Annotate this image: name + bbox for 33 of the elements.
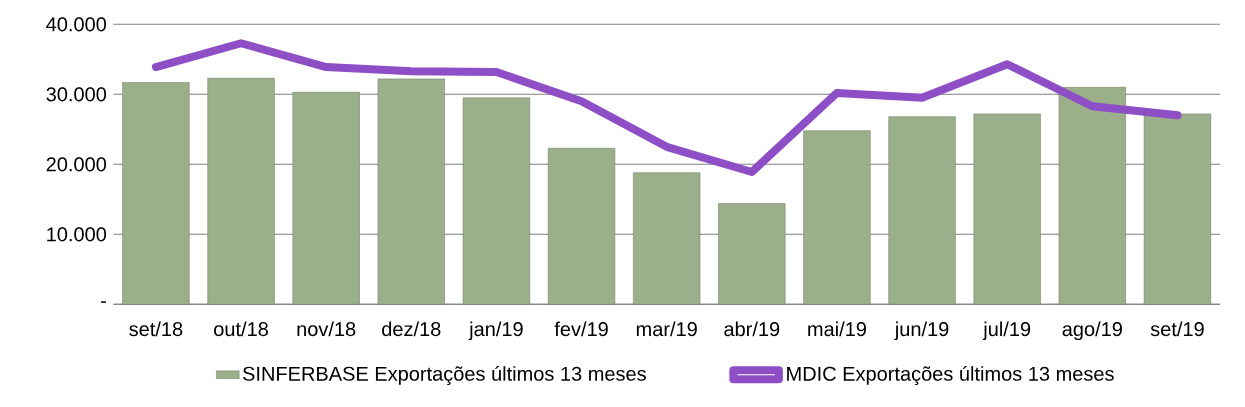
x-tick-label: nov/18 xyxy=(297,321,356,337)
x-tick-label: abr/19 xyxy=(724,321,780,337)
bar xyxy=(207,77,275,305)
x-tick-label: jun/19 xyxy=(894,321,949,341)
bar xyxy=(292,91,360,305)
y-tick-label: 10.000 xyxy=(47,227,107,242)
bar xyxy=(973,113,1041,305)
x-tick-label: fev/19 xyxy=(554,321,608,337)
x-tick-label: jul/19 xyxy=(982,321,1031,341)
x-tick-label: jan/19 xyxy=(468,321,523,341)
bar xyxy=(122,82,190,305)
x-tick-label: out/18 xyxy=(214,321,268,337)
x-tick-label: set/19 xyxy=(1150,321,1204,337)
bar xyxy=(1058,87,1126,305)
legend-label: MDIC Exportações últimos 13 meses xyxy=(787,365,1114,385)
x-tick-label: mai/19 xyxy=(808,321,866,337)
x-tick-label: dez/18 xyxy=(382,321,441,337)
bar xyxy=(547,147,616,305)
bar xyxy=(633,172,701,305)
bar xyxy=(462,97,531,305)
bar xyxy=(1143,113,1212,305)
x-tick-label: mar/19 xyxy=(636,321,697,337)
bar xyxy=(888,116,956,305)
y-tick-label: 30.000 xyxy=(46,87,107,102)
bar xyxy=(718,203,786,305)
x-tick-label: set/18 xyxy=(129,321,183,337)
x-tick-label: ago/19 xyxy=(1062,321,1122,341)
legend-label: SINFERBASE Exportações últimos 13 meses xyxy=(242,365,646,385)
y-tick-label: - xyxy=(101,301,106,303)
y-tick-label: 40.000 xyxy=(46,17,107,32)
bar xyxy=(803,130,871,305)
bar xyxy=(377,78,445,305)
y-tick-label: 20.000 xyxy=(46,157,107,172)
